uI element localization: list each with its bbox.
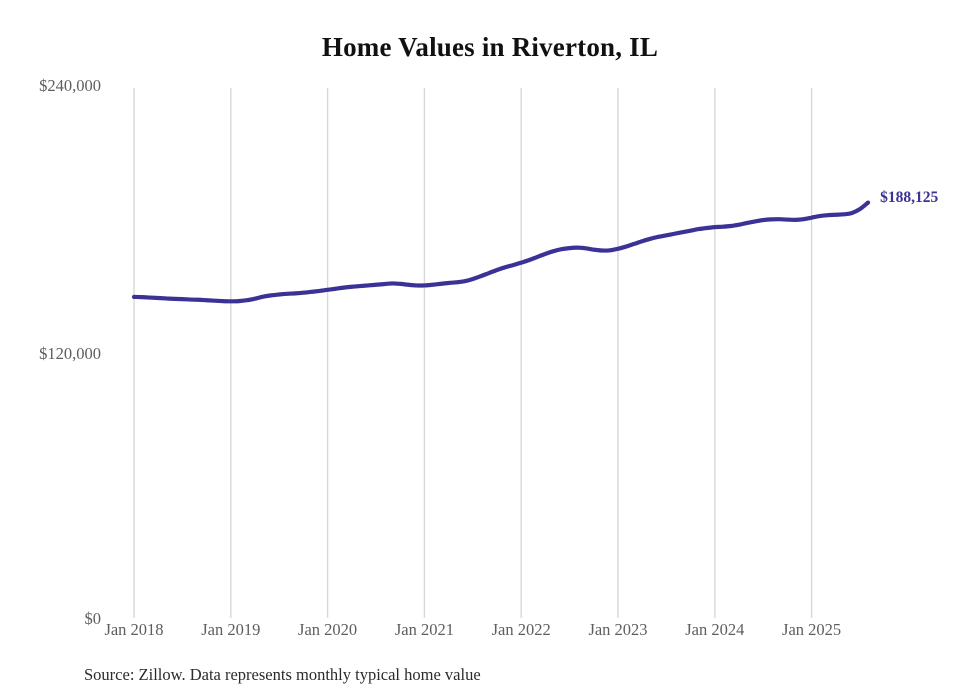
series-line-typical-home-value [131,200,871,304]
y-axis-tick-120000: $120,000 [39,344,101,363]
chart-title: Home Values in Riverton, IL [321,32,659,62]
gridlines [133,88,813,618]
end-value-annotation: $188,125 [880,188,939,206]
x-axis-tick-jan-2024: Jan 2024 [685,620,745,639]
x-axis-tick-jan-2023: Jan 2023 [588,620,648,639]
x-axis-tick-jan-2021: Jan 2021 [394,620,454,639]
x-axis-tick-jan-2020: Jan 2020 [298,620,358,639]
x-axis-tick-jan-2022: Jan 2022 [491,620,551,639]
y-axis-tick-0: $0 [84,609,102,628]
x-axis-tick-jan-2025: Jan 2025 [782,620,842,639]
x-axis-tick-jan-2018: Jan 2018 [104,620,164,639]
source-note: Source: Zillow. Data represents monthly … [84,665,481,684]
y-axis-tick-240000: $240,000 [39,76,101,95]
x-axis-tick-jan-2019: Jan 2019 [201,620,261,639]
